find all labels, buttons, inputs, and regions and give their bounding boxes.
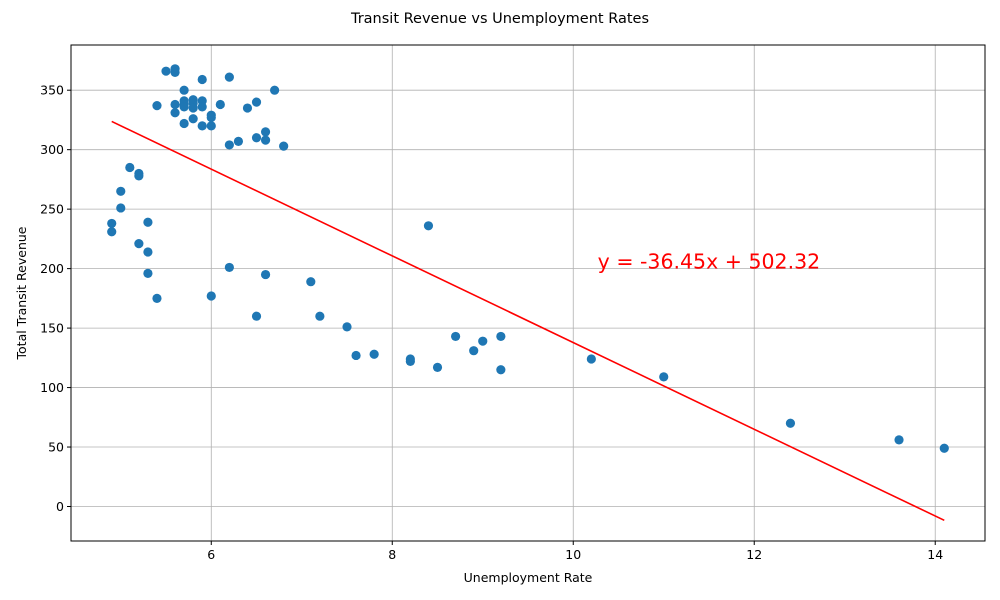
x-tick-label: 10	[565, 547, 581, 562]
regression-line	[111, 120, 945, 522]
data-point	[351, 350, 361, 361]
y-tick-label: 200	[40, 261, 64, 276]
data-point	[260, 135, 271, 145]
data-point	[260, 269, 271, 280]
data-point	[432, 362, 443, 372]
x-tick-label: 6	[207, 547, 215, 562]
data-point	[315, 311, 325, 321]
data-point	[369, 349, 379, 359]
data-point	[215, 99, 225, 110]
grid-lines	[71, 45, 985, 541]
data-point	[197, 121, 207, 131]
data-point	[143, 217, 153, 227]
chart-title: Transit Revenue vs Unemployment Rates	[350, 11, 649, 27]
data-point	[170, 67, 180, 77]
data-point	[179, 102, 189, 112]
data-point	[659, 372, 669, 382]
data-point	[116, 186, 126, 196]
y-tick-label: 0	[56, 499, 64, 514]
data-point	[242, 103, 253, 113]
data-point	[179, 118, 189, 129]
data-points	[107, 64, 949, 453]
data-point	[206, 121, 216, 131]
data-point	[134, 171, 144, 181]
data-point	[405, 356, 415, 366]
data-point	[586, 354, 596, 364]
plot-frame	[70, 44, 986, 542]
y-axis-label: Total Transit Revenue	[14, 226, 29, 360]
data-point	[152, 101, 162, 111]
data-point	[342, 322, 352, 332]
data-point	[496, 365, 506, 375]
data-point	[197, 102, 207, 112]
y-axis-ticks: 0 50 100 150 200 250 300 350	[40, 83, 71, 514]
data-point	[161, 66, 171, 76]
data-point	[939, 443, 949, 453]
data-point	[170, 99, 180, 110]
data-point	[206, 112, 216, 123]
x-axis-label: Unemployment Rate	[464, 570, 593, 585]
data-point	[251, 311, 262, 321]
data-point	[260, 127, 271, 137]
x-tick-label: 12	[746, 547, 762, 562]
y-tick-label: 100	[40, 380, 64, 395]
y-tick-label: 50	[48, 440, 64, 455]
data-point	[894, 435, 904, 445]
data-point	[224, 72, 234, 82]
x-tick-label: 14	[927, 547, 943, 562]
data-point	[270, 85, 280, 95]
data-point	[306, 277, 316, 287]
data-point	[188, 103, 198, 113]
y-tick-label: 250	[40, 202, 64, 217]
data-point	[469, 346, 479, 356]
y-tick-label: 300	[40, 142, 64, 157]
data-point	[197, 74, 207, 85]
data-point	[143, 268, 153, 278]
regression-equation: y = -36.45x + 502.32	[598, 250, 821, 274]
data-point	[107, 227, 117, 237]
y-tick-label: 150	[40, 321, 64, 336]
x-axis-ticks: 6 8 10 12 14	[207, 541, 943, 562]
x-tick-label: 8	[388, 547, 396, 562]
data-point	[451, 331, 461, 342]
y-tick-label: 350	[40, 83, 64, 98]
data-point	[125, 162, 135, 173]
data-point	[496, 331, 506, 342]
data-point	[224, 140, 234, 150]
data-point	[206, 291, 216, 301]
data-point	[179, 85, 189, 95]
data-point	[224, 262, 234, 273]
data-point	[116, 203, 126, 213]
data-point	[134, 239, 144, 249]
trendline-layer	[111, 120, 945, 522]
data-point	[251, 133, 262, 143]
data-point	[478, 336, 488, 346]
data-point	[188, 114, 198, 124]
data-point	[233, 136, 244, 146]
data-point	[251, 97, 262, 107]
data-point	[279, 141, 289, 151]
data-point	[107, 218, 117, 229]
data-point	[423, 221, 434, 231]
data-point	[143, 247, 153, 257]
data-point	[152, 293, 162, 303]
data-point	[785, 418, 796, 428]
data-point	[170, 108, 180, 118]
